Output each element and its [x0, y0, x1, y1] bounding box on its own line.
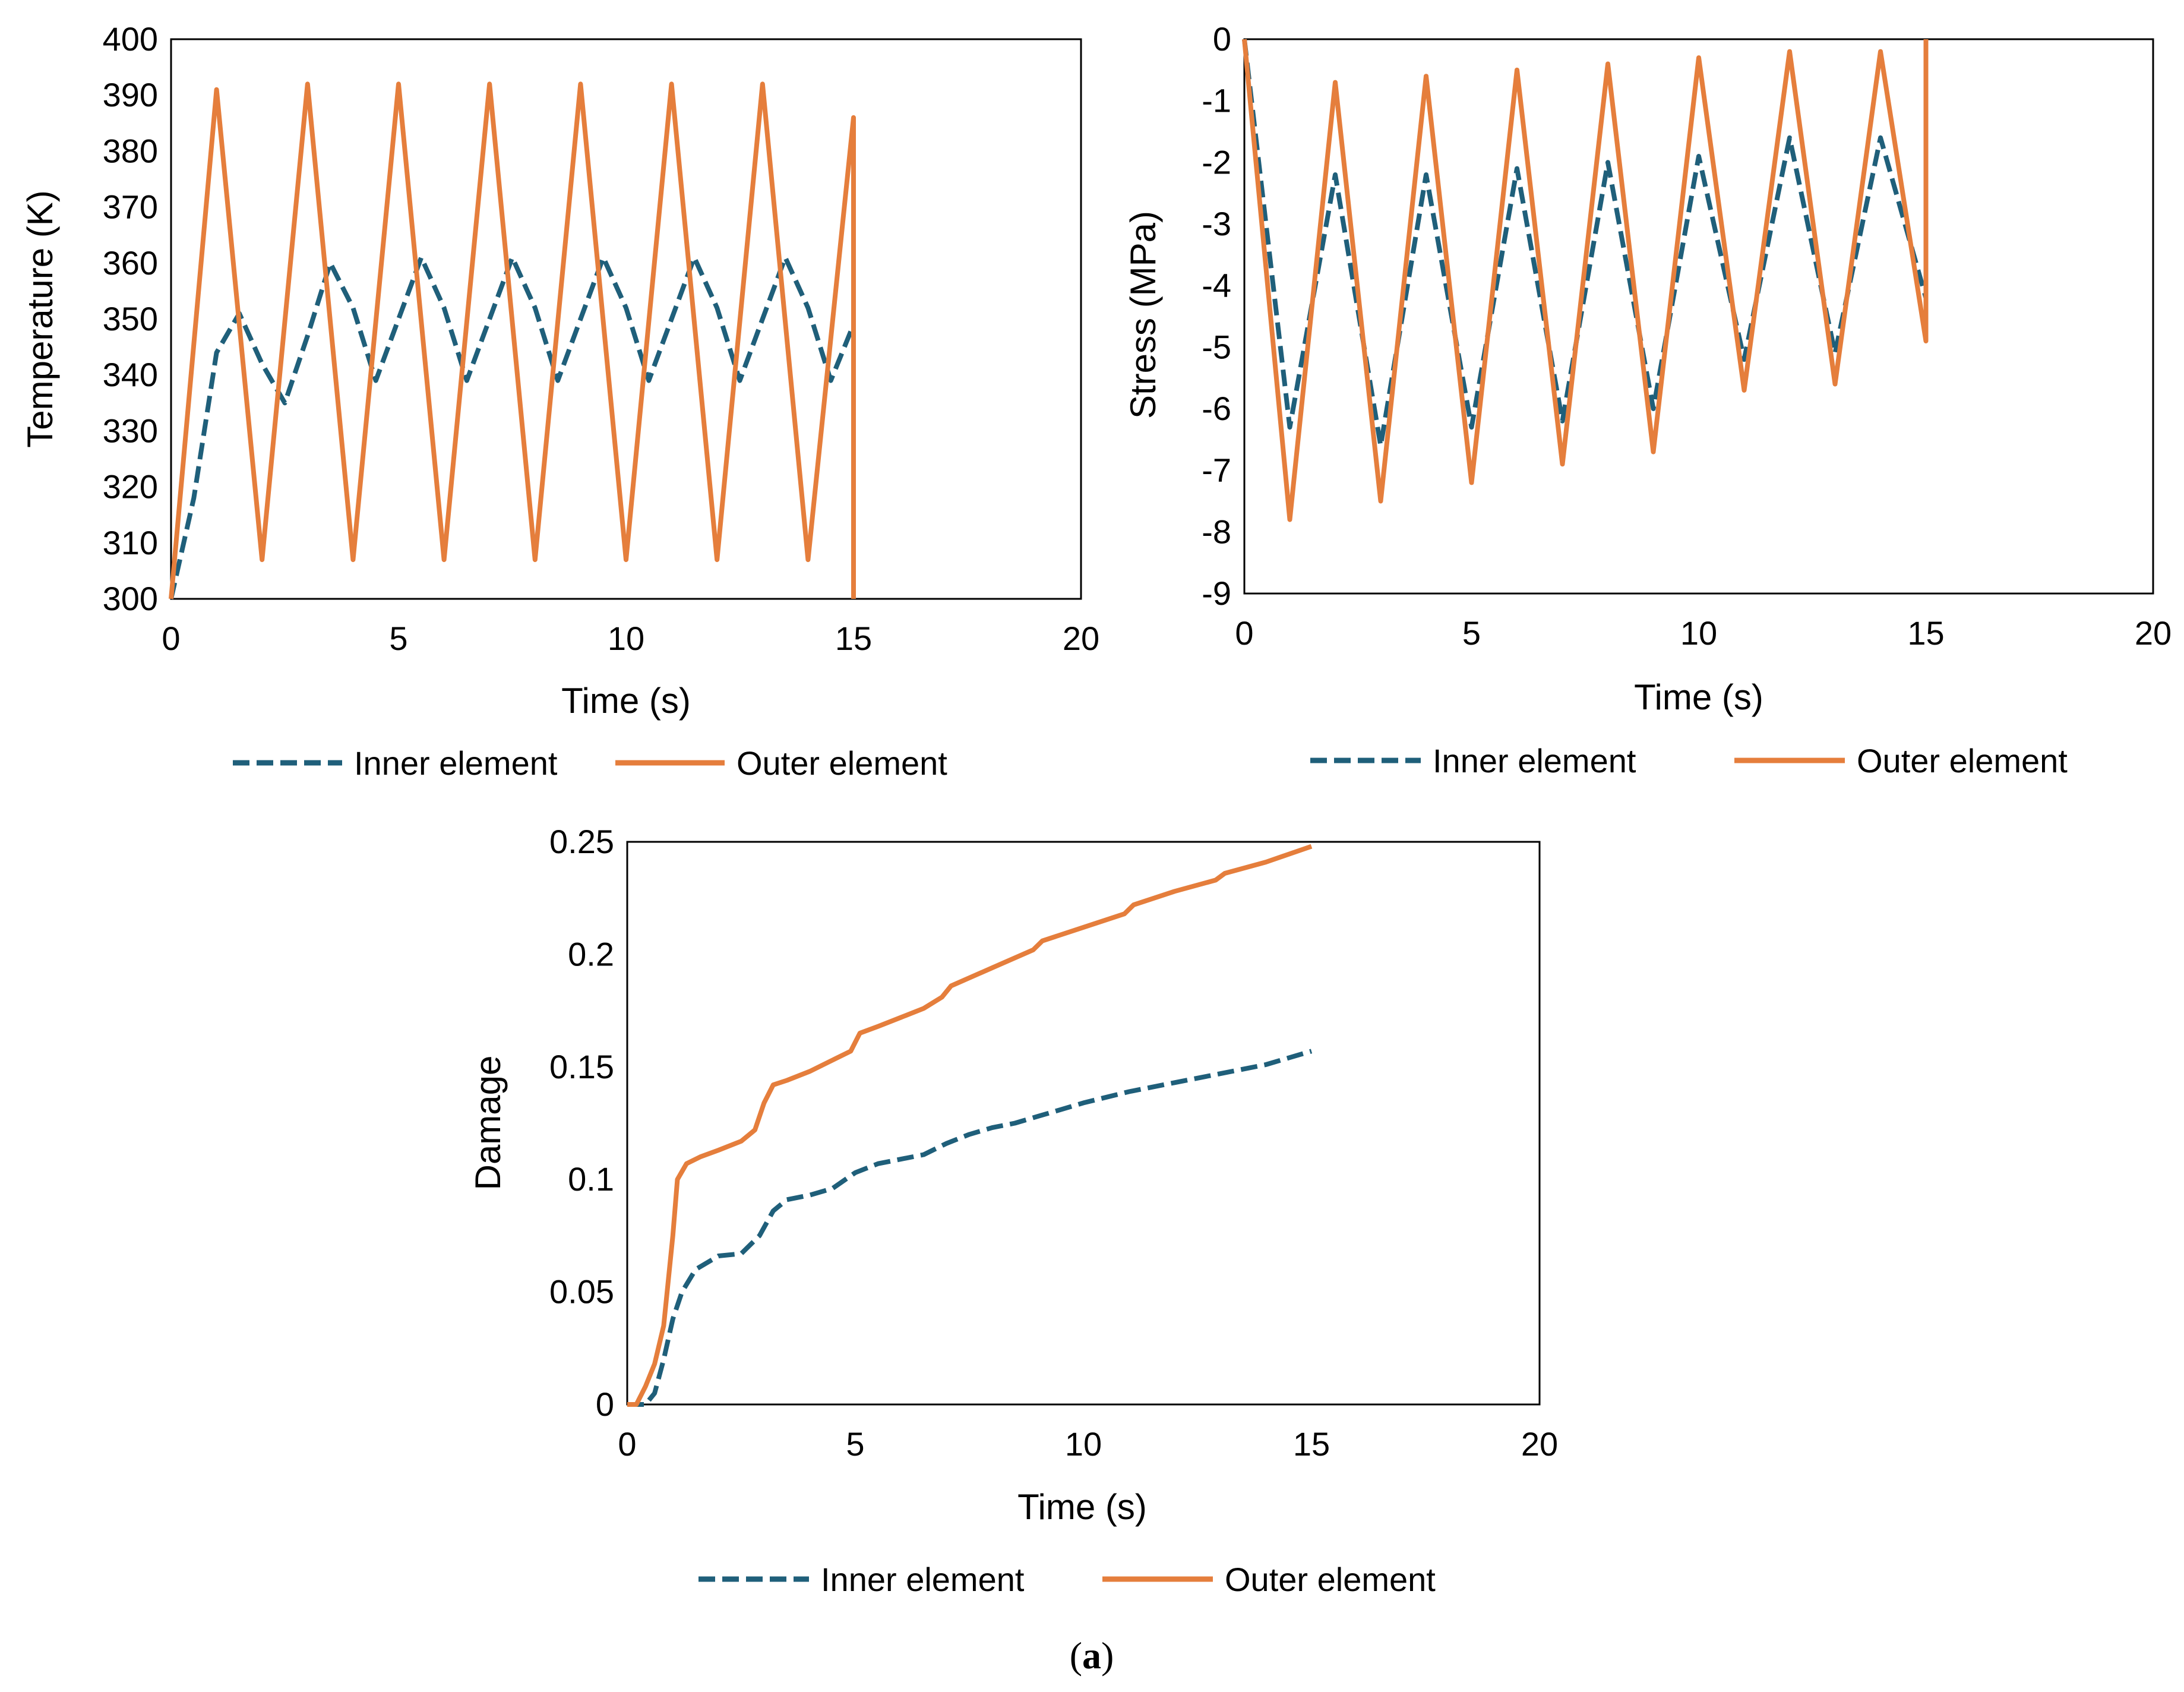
temperature-legend: Inner element Outer element: [233, 744, 947, 782]
damage-y-tick-label: 0.25: [549, 823, 614, 860]
stress-x-tick-label: 20: [2135, 614, 2172, 652]
damage-plot-area: [626, 841, 1541, 1406]
caption-open-paren: (: [1070, 1634, 1082, 1677]
damage-x-axis-label: Time (s): [1017, 1487, 1147, 1527]
stress-series-group: [1242, 39, 1929, 522]
temperature-x-tick-label: 10: [608, 620, 644, 657]
damage-x-tick-label: 0: [618, 1425, 636, 1463]
temperature-x-tick-label: 20: [1063, 620, 1099, 657]
stress-series-outer-line: [1242, 39, 1929, 522]
temperature-y-ticks: 300 310 320 330 340 350 360 370 380 390 400: [103, 20, 158, 617]
stress-x-axis-label: Time (s): [1634, 677, 1763, 717]
damage-x-tick-label: 20: [1521, 1425, 1558, 1463]
damage-series-outer-line: [627, 844, 1313, 1407]
temperature-y-tick-label: 340: [103, 356, 158, 393]
stress-y-tick-label: -6: [1202, 390, 1231, 427]
damage-y-axis-label: Damage: [468, 1056, 508, 1191]
stress-series-inner-line: [1242, 39, 1929, 449]
temperature-x-tick-label: 5: [389, 620, 407, 657]
stress-y-tick-label: -5: [1202, 328, 1231, 365]
temperature-y-tick-label: 360: [103, 244, 158, 282]
stress-y-tick-label: -1: [1202, 82, 1231, 119]
temperature-series-group: [169, 81, 856, 599]
stress-y-tick-label: -7: [1202, 452, 1231, 489]
stress-plot-area: [1243, 38, 2154, 595]
damage-x-tick-label: 5: [846, 1425, 864, 1463]
damage-series-inner-line: [627, 1049, 1313, 1407]
temperature-legend-inner-label: Inner element: [354, 744, 558, 782]
stress-y-tick-label: -8: [1202, 513, 1231, 550]
stress-y-tick-label: -9: [1202, 574, 1231, 612]
damage-y-tick-label: 0: [596, 1385, 614, 1423]
stress-x-tick-label: 0: [1235, 614, 1253, 652]
damage-x-tick-label: 15: [1293, 1425, 1330, 1463]
stress-legend-outer-label: Outer element: [1857, 742, 2068, 779]
caption-close-paren: ): [1101, 1634, 1114, 1677]
caption-letter: a: [1082, 1634, 1101, 1677]
temperature-x-tick-label: 0: [162, 620, 180, 657]
temperature-y-tick-label: 400: [103, 20, 158, 58]
damage-x-ticks: 0 5 10 15 20: [618, 1425, 1558, 1463]
stress-y-tick-label: 0: [1213, 20, 1231, 58]
temperature-x-tick-label: 15: [835, 620, 872, 657]
temperature-chart: 300 310 320 330 340 350 360 370 380 390 400 0 5 10 15…: [20, 20, 1099, 782]
temperature-plot-area: [170, 38, 1082, 600]
temperature-y-tick-label: 370: [103, 188, 158, 226]
temperature-y-tick-label: 380: [103, 132, 158, 169]
stress-x-ticks: 0 5 10 15 20: [1235, 614, 2172, 652]
stress-y-tick-label: -3: [1202, 205, 1231, 242]
temperature-y-tick-label: 320: [103, 468, 158, 506]
damage-y-tick-label: 0.15: [549, 1048, 614, 1085]
temperature-y-tick-label: 310: [103, 524, 158, 561]
damage-y-tick-label: 0.2: [568, 935, 614, 973]
damage-x-tick-label: 10: [1065, 1425, 1102, 1463]
stress-x-tick-label: 15: [1907, 614, 1944, 652]
damage-y-tick-label: 0.1: [568, 1160, 614, 1198]
stress-y-axis-label: Stress (MPa): [1123, 211, 1163, 419]
damage-legend-outer-label: Outer element: [1225, 1561, 1436, 1598]
stress-legend-inner-label: Inner element: [1433, 742, 1636, 779]
temperature-x-ticks: 0 5 10 15 20: [162, 620, 1099, 657]
damage-legend: Inner element Outer element: [698, 1561, 1436, 1598]
stress-chart: 0 -1 -2 -3 -4 -5 -6 -7 -8 -9 0 5 10 15 20 Time (s) St…: [1123, 20, 2172, 779]
stress-y-ticks: 0 -1 -2 -3 -4 -5 -6 -7 -8 -9: [1202, 20, 1231, 612]
damage-series-group: [627, 844, 1313, 1407]
damage-legend-inner-label: Inner element: [821, 1561, 1025, 1598]
damage-chart: 0 0.05 0.1 0.15 0.2 0.25 0 5 10 15 20 Time (s) Da…: [468, 823, 1558, 1598]
stress-y-tick-label: -4: [1202, 267, 1231, 304]
temperature-legend-outer-label: Outer element: [737, 744, 947, 782]
temperature-y-axis-label: Temperature (K): [20, 190, 60, 447]
stress-x-tick-label: 10: [1680, 614, 1717, 652]
damage-y-tick-label: 0.05: [549, 1273, 614, 1311]
stress-x-tick-label: 5: [1462, 614, 1481, 652]
temperature-y-tick-label: 390: [103, 76, 158, 113]
temperature-x-axis-label: Time (s): [561, 681, 691, 721]
temperature-series-outer-line: [169, 81, 856, 599]
temperature-series-inner-line: [169, 255, 856, 599]
figure-caption: (a): [1070, 1634, 1114, 1677]
temperature-y-tick-label: 330: [103, 412, 158, 449]
temperature-y-tick-label: 300: [103, 580, 158, 617]
stress-legend: Inner element Outer element: [1310, 742, 2068, 779]
damage-y-ticks: 0 0.05 0.1 0.15 0.2 0.25: [549, 823, 614, 1423]
temperature-y-tick-label: 350: [103, 300, 158, 337]
stress-y-tick-label: -2: [1202, 143, 1231, 181]
